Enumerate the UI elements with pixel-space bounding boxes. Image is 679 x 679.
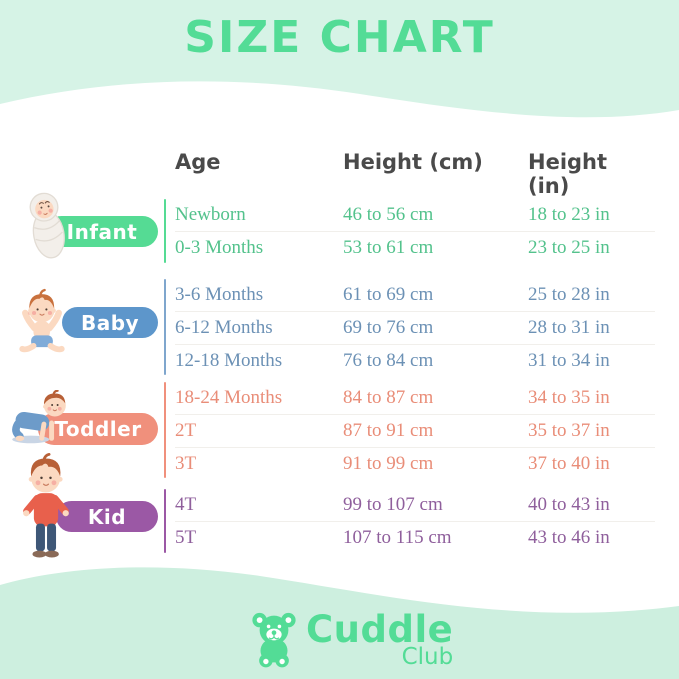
- group-rows-infant: Newborn 46 to 56 cm 18 to 23 in 0-3 Mont…: [175, 199, 655, 264]
- height-cm-cell: 99 to 107 cm: [343, 494, 443, 515]
- height-in-cell: 23 to 25 in: [528, 237, 610, 258]
- top-wave-decoration: [0, 0, 679, 118]
- brand-suffix: Club: [401, 644, 454, 670]
- table-row: 3T 91 to 99 cm 37 to 40 in: [175, 447, 655, 480]
- height-in-cell: 31 to 34 in: [528, 350, 610, 371]
- height-cm-cell: 76 to 84 cm: [343, 350, 434, 371]
- brand-wordmark: Cuddle Club: [306, 608, 454, 671]
- table-row: Newborn 46 to 56 cm 18 to 23 in: [175, 199, 655, 231]
- height-cm-cell: 107 to 115 cm: [343, 527, 452, 548]
- height-in-cell: 40 to 43 in: [528, 494, 610, 515]
- height-cm-cell: 61 to 69 cm: [343, 284, 434, 305]
- group-divider-line-baby: [164, 279, 166, 375]
- age-cell: Newborn: [175, 204, 246, 225]
- teddy-bear-logo-icon: [252, 612, 296, 668]
- group-pill-baby: Baby: [62, 307, 158, 338]
- table-header-row: Age Height (cm) Height (in): [175, 150, 655, 198]
- table-row: 6-12 Months 69 to 76 cm 28 to 31 in: [175, 311, 655, 344]
- height-cm-cell: 87 to 91 cm: [343, 420, 434, 441]
- height-in-cell: 18 to 23 in: [528, 204, 610, 225]
- height-in-cell: 37 to 40 in: [528, 453, 610, 474]
- table-row: 2T 87 to 91 cm 35 to 37 in: [175, 414, 655, 447]
- height-in-cell: 25 to 28 in: [528, 284, 610, 305]
- height-cm-cell: 53 to 61 cm: [343, 237, 434, 258]
- column-header-age: Age: [175, 150, 221, 174]
- brand-name: Cuddle: [306, 608, 454, 651]
- group-pill-toddler: Toddler: [38, 413, 158, 445]
- brand-logo: Cuddle Club: [247, 610, 453, 670]
- group-label: Toddler: [54, 417, 142, 441]
- height-in-cell: 34 to 35 in: [528, 387, 610, 408]
- table-row: 5T 107 to 115 cm 43 to 46 in: [175, 521, 655, 554]
- sitting-baby-illustration: [19, 288, 65, 353]
- group-rows-baby: 3-6 Months 61 to 69 cm 25 to 28 in 6-12 …: [175, 279, 655, 377]
- height-in-cell: 28 to 31 in: [528, 317, 610, 338]
- group-rows-toddler: 18-24 Months 84 to 87 cm 34 to 35 in 2T …: [175, 382, 655, 480]
- height-cm-cell: 69 to 76 cm: [343, 317, 434, 338]
- crawling-toddler-illustration: [12, 390, 66, 444]
- column-header-height-cm: Height (cm): [343, 150, 483, 174]
- group-divider-line-infant: [164, 199, 166, 263]
- group-label: Baby: [80, 310, 140, 335]
- column-header-height-in: Height (in): [528, 150, 608, 198]
- age-cell: 12-18 Months: [175, 350, 283, 371]
- age-cell: 3T: [175, 453, 197, 474]
- table-row: 3-6 Months 61 to 69 cm 25 to 28 in: [175, 279, 655, 311]
- height-in-cell: 35 to 37 in: [528, 420, 610, 441]
- height-in-cell: 43 to 46 in: [528, 527, 610, 548]
- group-divider-line-kid: [164, 489, 166, 553]
- table-row: 4T 99 to 107 cm 40 to 43 in: [175, 489, 655, 521]
- height-cm-cell: 84 to 87 cm: [343, 387, 434, 408]
- swaddled-baby-illustration: [29, 192, 65, 259]
- height-cm-cell: 46 to 56 cm: [343, 204, 434, 225]
- age-cell: 5T: [175, 527, 197, 548]
- group-label: Kid: [87, 504, 127, 529]
- age-cell: 3-6 Months: [175, 284, 264, 305]
- table-row: 18-24 Months 84 to 87 cm 34 to 35 in: [175, 382, 655, 414]
- age-cell: 6-12 Months: [175, 317, 273, 338]
- age-cell: 4T: [175, 494, 197, 515]
- group-label: Infant: [66, 219, 138, 244]
- group-pill-kid: Kid: [56, 501, 158, 532]
- age-cell: 2T: [175, 420, 197, 441]
- table-row: 0-3 Months 53 to 61 cm 23 to 25 in: [175, 231, 655, 264]
- age-cell: 18-24 Months: [175, 387, 283, 408]
- age-cell: 0-3 Months: [175, 237, 264, 258]
- bottom-wave-decoration: [0, 567, 679, 679]
- group-divider-line-toddler: [164, 382, 166, 478]
- page-title: SIZE CHART: [184, 12, 495, 63]
- standing-kid-illustration: [23, 453, 69, 558]
- table-row: 12-18 Months 76 to 84 cm 31 to 34 in: [175, 344, 655, 377]
- height-cm-cell: 91 to 99 cm: [343, 453, 434, 474]
- group-rows-kid: 4T 99 to 107 cm 40 to 43 in 5T 107 to 11…: [175, 489, 655, 554]
- group-pill-infant: Infant: [46, 216, 158, 247]
